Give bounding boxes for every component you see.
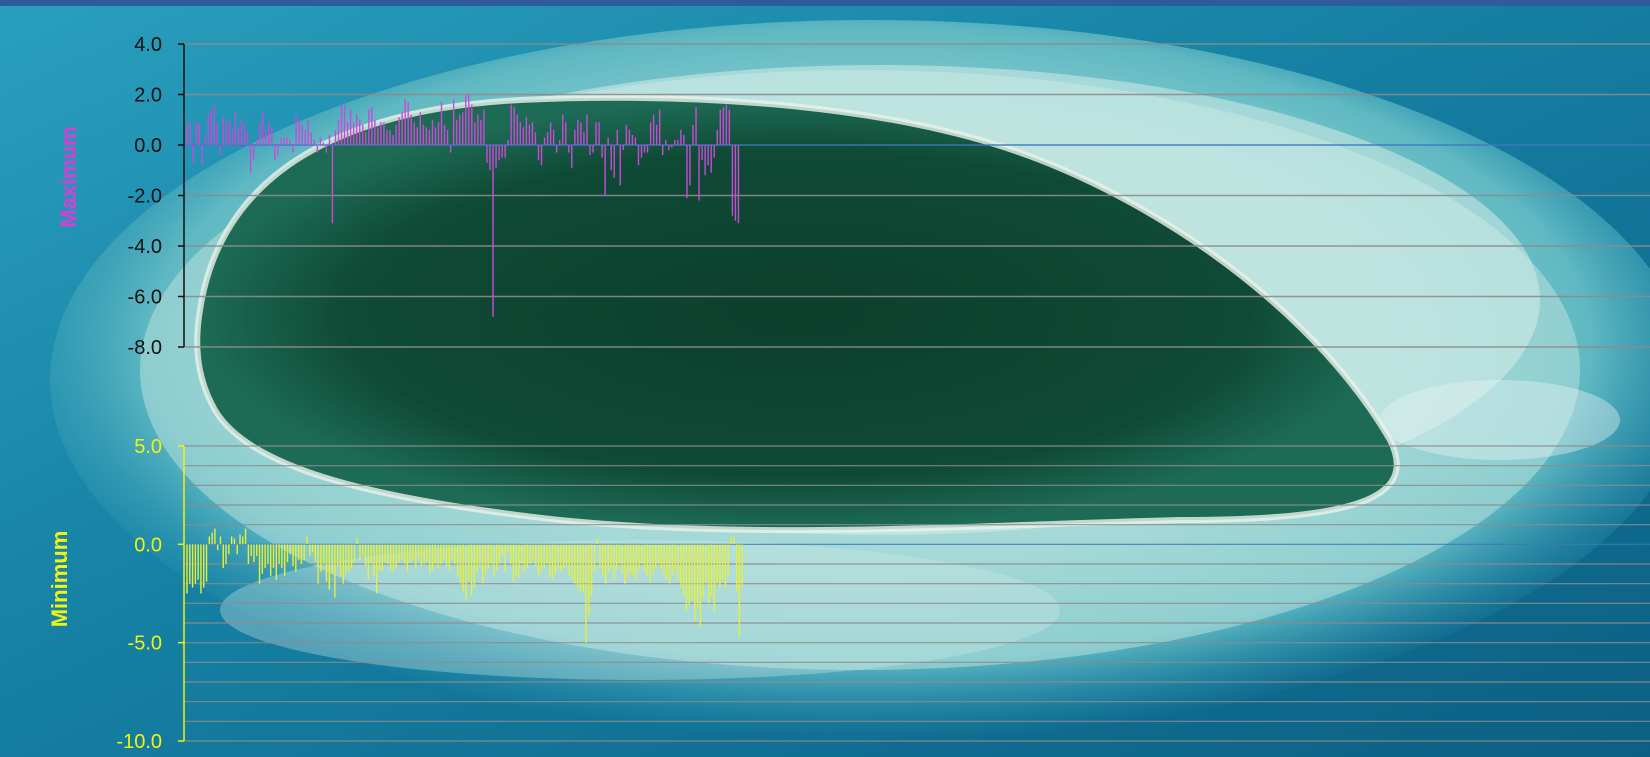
- maximum-chart: 4.0 2.0 0.0 -2.0 -4.0 -6.0 -8.0: [128, 34, 1650, 359]
- max-y-tick-label: 2.0: [134, 85, 162, 107]
- max-y-tick-label: 0.0: [134, 135, 162, 157]
- max-y-tick-label: -4.0: [128, 236, 162, 258]
- minimum-chart: 5.0 0.0 -5.0 -10.0: [116, 436, 1650, 753]
- max-y-tick-label: -2.0: [128, 186, 162, 208]
- min-y-tick-label: 0.0: [134, 534, 162, 556]
- min-y-tick-label: 5.0: [134, 436, 162, 458]
- top-band: [0, 0, 1650, 6]
- max-y-tick-label: -6.0: [128, 287, 162, 309]
- max-y-tick-label: 4.0: [134, 34, 162, 56]
- max-y-tick-label: -8.0: [128, 337, 162, 359]
- min-y-tick-label: -5.0: [128, 633, 162, 655]
- min-y-tick-label: -10.0: [116, 731, 162, 753]
- maximum-axis-title: Maximum: [56, 126, 81, 228]
- minimum-axis-title: Minimum: [47, 530, 72, 628]
